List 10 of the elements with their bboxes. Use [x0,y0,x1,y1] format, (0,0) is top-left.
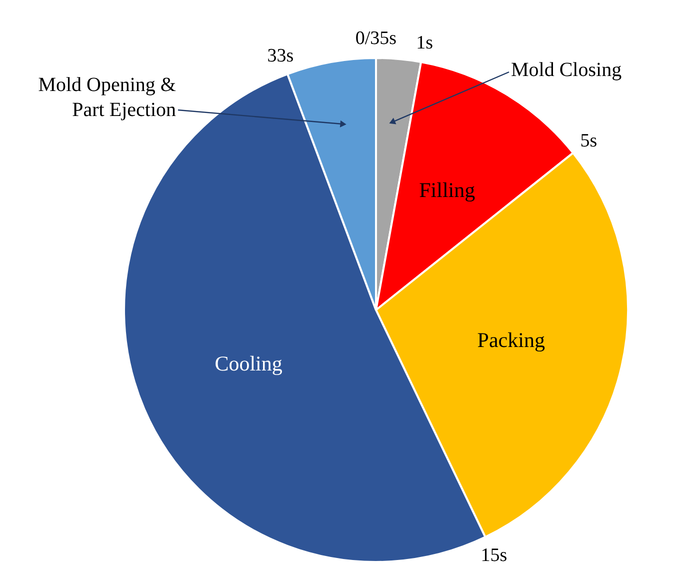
slice-label: Filling [419,178,476,202]
slice-label: Packing [477,328,546,352]
slice-label: Cooling [214,351,283,376]
slice-label: Mold Opening & Part Ejection [38,74,176,121]
text: 15s [480,545,508,566]
text: 0/35s [355,28,397,49]
text: 33s [267,45,294,66]
text: 1s [416,32,434,54]
text: 5s [580,130,598,152]
slice-label: Mold Closing [511,59,622,81]
